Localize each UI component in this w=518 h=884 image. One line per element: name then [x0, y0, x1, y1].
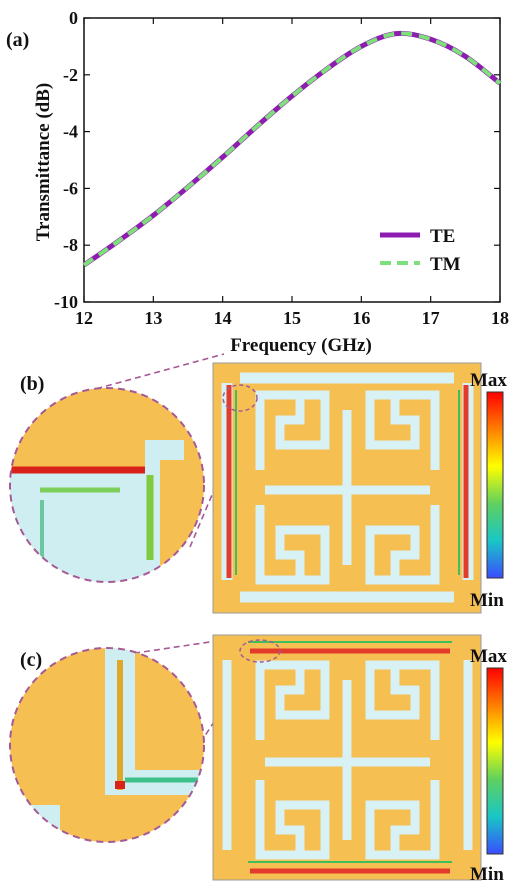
colorbar-c-min: Min — [470, 864, 504, 884]
zoom-circle-c — [9, 647, 205, 843]
x-tick-label-2: 14 — [214, 308, 232, 328]
x-tick-label-5: 17 — [422, 308, 440, 328]
y-axis-label: Transmittance (dB) — [33, 83, 54, 242]
x-axis-label: Frequency (GHz) — [230, 335, 372, 356]
colorbar-c-max: Max — [470, 646, 507, 667]
x-tick-label-4: 16 — [352, 308, 370, 328]
y-tick-label-2: -4 — [63, 122, 78, 142]
y-tick-label-1: -2 — [63, 65, 78, 85]
y-tick-label-4: -8 — [63, 235, 78, 255]
panel-b-label: (b) — [20, 373, 44, 395]
unit-cell-c — [212, 634, 482, 881]
zoom-circle-b — [9, 387, 205, 583]
unit-cell-b — [212, 362, 482, 614]
colorbar-c: Max Min — [470, 646, 507, 884]
legend-tm-label: TM — [430, 254, 461, 275]
panel-b-current-te: (b) — [9, 353, 507, 614]
colorbar-b-min: Min — [470, 590, 504, 611]
colorbar-b: Max Min — [470, 370, 507, 611]
y-tick-label-0: 0 — [69, 8, 78, 28]
y-tick-label-5: -10 — [54, 292, 78, 312]
x-tick-label-0: 12 — [75, 308, 93, 328]
transmittance-chart: (a) 12 13 14 15 16 17 18 0 -2 -4 -6 -8 -10 TE TM Trans… — [6, 8, 509, 356]
x-tick-label-6: 18 — [491, 308, 509, 328]
x-tick-label-1: 13 — [144, 308, 162, 328]
series-te-line — [82, 30, 502, 268]
chart-marks: 12 13 14 15 16 17 18 0 -2 -4 -6 -8 -10 TE TM — [54, 8, 509, 328]
panel-c-label: (c) — [20, 649, 42, 671]
colorbar-b-max: Max — [470, 370, 507, 391]
y-tick-label-3: -6 — [63, 178, 78, 198]
legend-te-label: TE — [430, 226, 455, 247]
x-tick-label-3: 15 — [283, 308, 301, 328]
panel-a-label: (a) — [6, 29, 29, 51]
panel-c-current-tm: (c) — [9, 634, 507, 884]
